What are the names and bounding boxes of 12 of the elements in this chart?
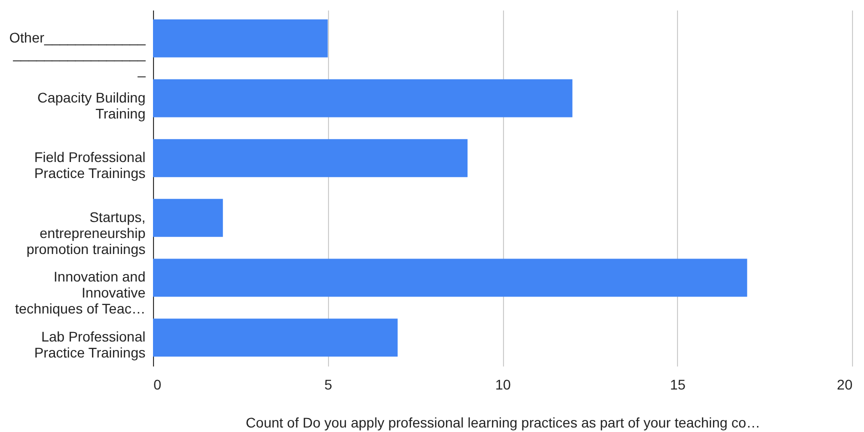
x-tick-label: 20: [836, 376, 853, 392]
x-tick-label: 0: [154, 376, 162, 392]
y-tick-label: Capacity Building Training: [37, 89, 146, 122]
y-tick-label: Startups, entrepreneurship promotion trainings: [26, 208, 146, 257]
x-tick-label: 10: [495, 376, 511, 392]
y-tick-label: Field Professional Practice Trainings: [34, 149, 146, 182]
x-tick-label: 15: [670, 376, 686, 392]
y-tick-label: Lab Professional Practice Trainings: [34, 328, 146, 361]
x-tick-label: 5: [324, 376, 332, 392]
y-tick-label: Other_____________ _________________ _: [9, 29, 146, 78]
x-axis-title: Count of Do you apply professional learning practices as part of your teaching co…: [246, 414, 760, 430]
y-tick-label: Innovation and Innovative techniques of Teac…: [15, 268, 146, 317]
